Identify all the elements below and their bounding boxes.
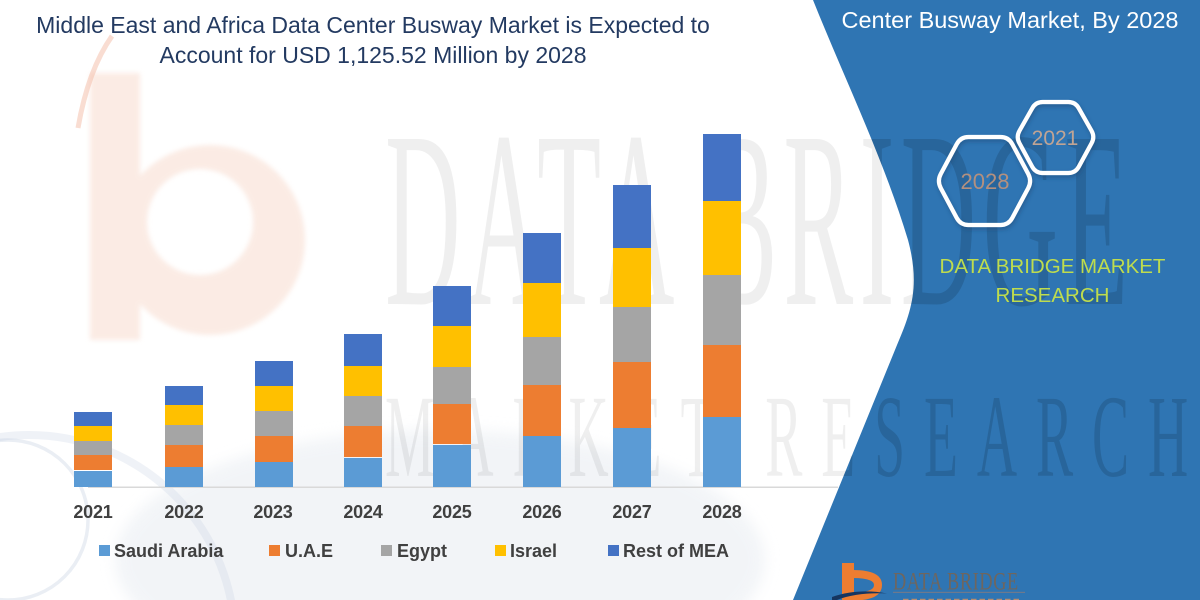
svg-text:2021: 2021 bbox=[1032, 127, 1079, 150]
svg-text:2028: 2028 bbox=[961, 169, 1010, 194]
svg-text:DATA BRIDGE: DATA BRIDGE bbox=[893, 568, 1019, 595]
